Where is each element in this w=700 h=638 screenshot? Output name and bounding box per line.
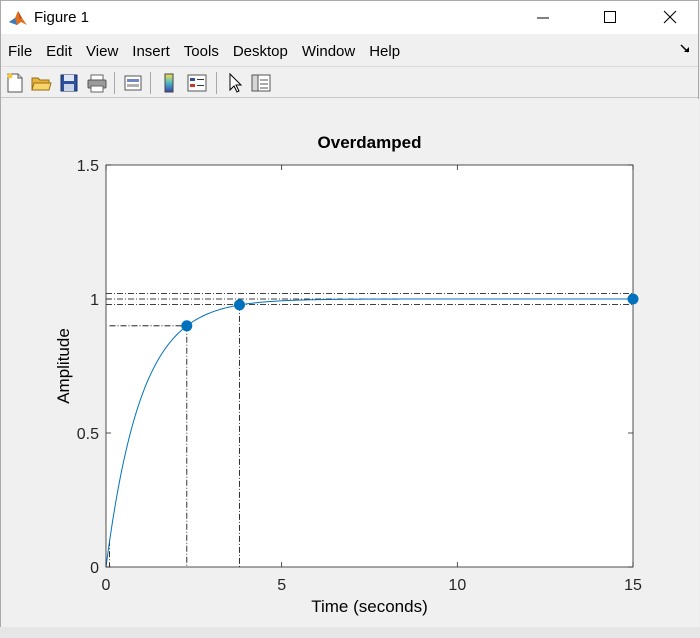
- x-tick-label: 15: [624, 577, 642, 594]
- save-icon[interactable]: [58, 72, 80, 94]
- maximize-icon: [604, 11, 616, 23]
- chart-title: Overdamped: [318, 133, 422, 152]
- characteristic-marker: [627, 293, 639, 305]
- menu-insert[interactable]: Insert: [132, 42, 170, 60]
- characteristic-marker: [181, 320, 193, 332]
- close-icon: [663, 10, 677, 24]
- x-tick-label: 5: [277, 577, 286, 594]
- step-response-line: [105, 298, 633, 568]
- menu-view[interactable]: View: [86, 42, 119, 60]
- y-axis-label: Amplitude: [54, 328, 73, 404]
- x-tick-label: 0: [102, 577, 111, 594]
- menu-desktop[interactable]: Desktop: [232, 42, 288, 60]
- menu-tools[interactable]: Tools: [183, 42, 219, 60]
- menu-edit[interactable]: Edit: [46, 42, 73, 60]
- title-bar: Figure 1: [1, 1, 698, 34]
- toolbar-separator: [150, 72, 151, 94]
- x-axis-label: Time (seconds): [311, 597, 428, 616]
- new-figure-icon[interactable]: [4, 72, 26, 94]
- axes-background: [106, 165, 633, 567]
- plot-content: 0 5 10 15 0 0.5 1 1.5 Overdamped Time (seconds) Am…: [54, 133, 642, 616]
- close-button[interactable]: [647, 1, 693, 34]
- y-tick-label: 1: [90, 292, 99, 309]
- print-icon[interactable]: [86, 72, 108, 94]
- menu-help[interactable]: Help: [369, 42, 401, 60]
- y-tick-label: 0.5: [77, 426, 99, 443]
- step-response-plot[interactable]: 0 5 10 15 0 0.5 1 1.5 Overdamped Time (seconds) Am…: [1, 99, 699, 627]
- pointer-icon[interactable]: [224, 72, 246, 94]
- window-title: Figure 1: [34, 9, 90, 26]
- matlab-logo-icon: [8, 8, 28, 28]
- menu-file[interactable]: File: [8, 42, 33, 60]
- colorbar-icon[interactable]: [158, 72, 180, 94]
- axes-box: [105, 164, 634, 568]
- legend-icon[interactable]: [186, 72, 208, 94]
- x-tick-label: 10: [448, 577, 466, 594]
- minimize-icon: [537, 17, 549, 19]
- link-plot-icon[interactable]: [122, 72, 144, 94]
- toolbar-separator: [114, 72, 115, 94]
- minimize-button[interactable]: [520, 1, 566, 34]
- characteristic-marker: [234, 299, 246, 311]
- maximize-button[interactable]: [587, 1, 633, 34]
- property-editor-icon[interactable]: [250, 72, 272, 94]
- y-tick-label: 0: [90, 560, 99, 577]
- dock-arrow-icon[interactable]: [680, 43, 692, 55]
- menu-window[interactable]: Window: [301, 42, 356, 60]
- toolbar-separator: [216, 72, 217, 94]
- menu-bar: File Edit View Insert Tools Desktop Wind…: [1, 39, 698, 63]
- open-file-icon[interactable]: [30, 72, 52, 94]
- figure-canvas: 0 5 10 15 0 0.5 1 1.5 Overdamped Time (seconds) Am…: [1, 99, 699, 627]
- background-strip: [0, 627, 700, 638]
- y-tick-label: 1.5: [77, 158, 99, 175]
- figure-toolbar: [1, 66, 698, 98]
